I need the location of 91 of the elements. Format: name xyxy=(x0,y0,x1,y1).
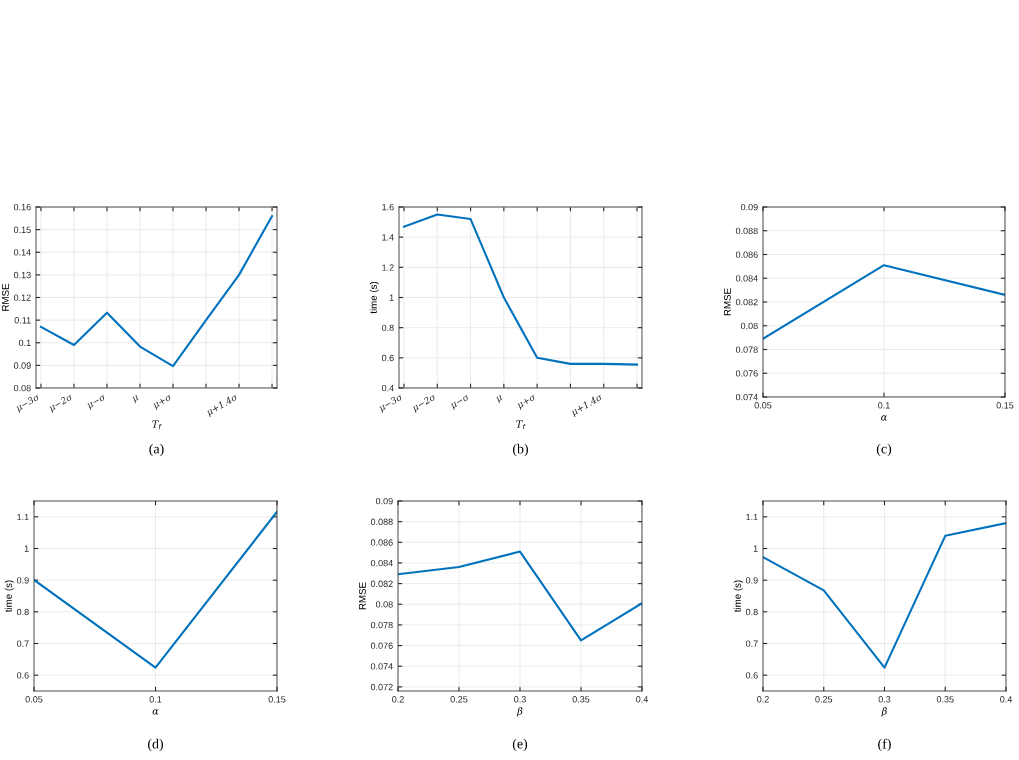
y-tick-label: 0.7 xyxy=(16,640,29,647)
x-tick-label: 0.35 xyxy=(572,696,590,703)
y-tick-label: 0.8 xyxy=(381,324,394,332)
y-tick-label: 0.6 xyxy=(381,354,394,362)
x-axis-title: β xyxy=(881,707,887,717)
text: (f) xyxy=(878,738,891,752)
y-tick-label: 0.8 xyxy=(745,608,758,616)
y-tick-label: 0.15 xyxy=(13,226,31,233)
y-tick-label: 1 xyxy=(24,545,29,552)
y-tick-label: 0.076 xyxy=(735,370,758,377)
x-tick-label: μ xyxy=(131,394,140,404)
y-tick-label: 0.078 xyxy=(735,346,758,353)
y-tick-label: 0.09 xyxy=(13,362,31,369)
y-tick-label: 1 xyxy=(389,294,394,301)
x-axis-title: β xyxy=(516,707,523,717)
y-tick-label: 0.074 xyxy=(735,393,758,401)
x-tick-label: 0.25 xyxy=(450,696,468,703)
y-tick-label: 0.084 xyxy=(370,559,393,567)
y-tick-label: 0.4 xyxy=(381,384,394,392)
y-tick-label: 0.086 xyxy=(370,539,393,546)
y-tick-label: 1.1 xyxy=(746,513,758,521)
text: (d) xyxy=(148,738,163,752)
y-tick-label: 0.076 xyxy=(370,642,393,649)
y-tick-label: 0.09 xyxy=(375,497,393,505)
y-axis-title: RMSE xyxy=(1,283,9,311)
y-tick-label: 0.09 xyxy=(740,203,758,211)
y-tick-label: 0.16 xyxy=(13,203,31,211)
x-tick-label: 0.3 xyxy=(514,696,526,703)
x-tick-label: 0.15 xyxy=(996,402,1014,409)
line-series xyxy=(763,522,1006,669)
y-tick-label: 1.6 xyxy=(382,203,394,211)
text: (b) xyxy=(513,443,528,457)
y-axis-title: RMSE xyxy=(358,582,366,610)
x-tick-label: 0.15 xyxy=(268,696,286,703)
y-axis-title: time (s) xyxy=(369,281,379,314)
x-tick-label: 0.05 xyxy=(754,402,772,409)
y-tick-label: 0.6 xyxy=(16,672,29,679)
x-tick-label: 0.35 xyxy=(936,696,954,703)
line-series xyxy=(39,215,274,368)
y-tick-label: 0.1 xyxy=(18,339,31,347)
y-tick-label: 0.072 xyxy=(370,683,393,691)
y-tick-label: 0.08 xyxy=(13,384,31,392)
y-tick-label: 0.12 xyxy=(13,294,31,301)
x-tick-label: μ−σ xyxy=(87,394,108,411)
y-axis-title: RMSE xyxy=(723,288,731,316)
text: (c) xyxy=(876,443,892,457)
y-tick-label: 0.084 xyxy=(735,275,758,282)
x-axis-title: T$_{f}$ xyxy=(516,420,526,430)
text: (e) xyxy=(512,738,528,752)
y-tick-label: 1 xyxy=(753,545,758,552)
y-tick-label: 0.088 xyxy=(735,227,758,235)
y-tick-label: 0.08 xyxy=(740,322,758,330)
x-tick-label: 0.05 xyxy=(25,696,43,703)
x-axis-title: T$_{f}$ xyxy=(152,420,162,430)
y-tick-label: 0.074 xyxy=(370,663,393,670)
x-tick-label: μ+σ xyxy=(516,393,538,411)
text: (a) xyxy=(149,443,164,457)
y-tick-label: 0.086 xyxy=(735,251,758,258)
y-tick-label: 0.078 xyxy=(370,621,393,629)
x-tick-label: μ xyxy=(495,394,504,404)
x-axis-title: α xyxy=(152,709,159,715)
y-tick-label: 0.6 xyxy=(745,672,758,679)
y-axis-title: time (s) xyxy=(4,580,14,613)
x-tick-label: 0.25 xyxy=(815,696,833,703)
x-tick-label: 0.2 xyxy=(392,696,404,703)
y-tick-label: 1.2 xyxy=(382,264,394,271)
y-tick-label: 0.13 xyxy=(13,271,31,279)
y-tick-label: 0.088 xyxy=(370,518,393,526)
y-tick-label: 0.082 xyxy=(370,580,393,587)
y-tick-label: 0.7 xyxy=(745,640,758,647)
x-tick-label: 0.1 xyxy=(878,402,890,409)
y-tick-label: 0.9 xyxy=(16,577,29,584)
x-tick-label: 0.4 xyxy=(1000,696,1013,703)
x-axis-title: α xyxy=(881,415,888,421)
x-tick-label: 0.1 xyxy=(149,696,162,703)
y-tick-label: 0.8 xyxy=(16,608,29,616)
line-series xyxy=(398,550,642,642)
x-tick-label: 0.4 xyxy=(636,696,649,703)
y-tick-label: 0.082 xyxy=(735,298,758,306)
y-tick-label: 0.08 xyxy=(375,601,393,608)
y-tick-label: 0.14 xyxy=(13,249,31,256)
y-tick-label: 0.11 xyxy=(14,317,31,324)
y-tick-label: 0.9 xyxy=(745,577,758,584)
x-tick-label: 0.2 xyxy=(757,696,769,703)
y-axis-title: time (s) xyxy=(733,580,743,613)
y-tick-label: 1.1 xyxy=(17,513,29,521)
x-tick-label: 0.3 xyxy=(878,696,891,703)
x-tick-label: μ+σ xyxy=(152,393,174,411)
x-tick-label: μ−σ xyxy=(450,394,471,411)
y-tick-label: 1.4 xyxy=(382,234,394,241)
line-series xyxy=(402,213,639,366)
